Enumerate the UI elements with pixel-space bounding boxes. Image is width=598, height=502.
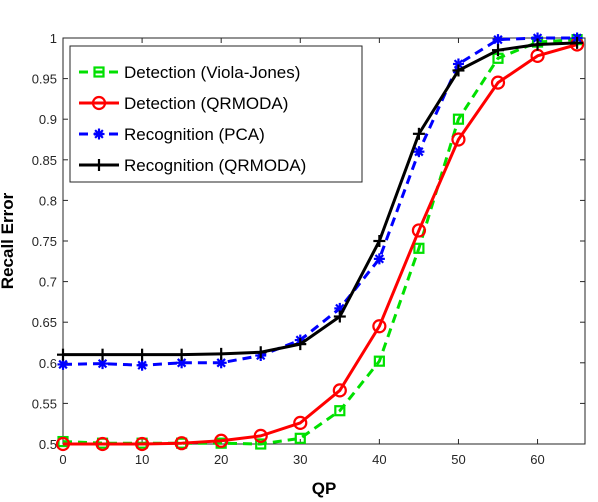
- data-point: [96, 348, 109, 361]
- y-tick-label: 0.8: [39, 193, 57, 208]
- data-point: [373, 253, 385, 265]
- data-point: [136, 359, 148, 371]
- legend-label: Recognition (PCA): [124, 125, 265, 144]
- data-point: [253, 428, 268, 443]
- data-point: [411, 223, 427, 238]
- data-point: [452, 64, 465, 77]
- data-point: [333, 310, 346, 323]
- y-tick-label: 0.7: [39, 275, 57, 290]
- data-point: [57, 348, 69, 361]
- data-point: [492, 34, 504, 46]
- legend-label: Recognition (QRMODA): [124, 156, 306, 175]
- legend-label: Detection (Viola-Jones): [124, 63, 300, 82]
- x-tick-label: 40: [372, 452, 386, 467]
- data-point: [174, 436, 189, 451]
- data-point: [373, 235, 386, 247]
- x-tick-label: 30: [293, 452, 307, 467]
- data-point: [332, 383, 347, 398]
- data-point: [413, 146, 425, 158]
- data-point: [55, 436, 71, 452]
- data-point: [293, 415, 308, 430]
- series-line: [62, 38, 578, 446]
- series-4: [57, 36, 584, 361]
- x-tick-label: 0: [59, 452, 66, 467]
- data-point: [334, 405, 346, 417]
- x-axis-title: QP: [312, 479, 337, 498]
- data-point: [57, 358, 69, 370]
- y-tick-label: 0.9: [39, 112, 57, 127]
- series-layer: [55, 32, 585, 452]
- y-tick-label: 0.85: [32, 153, 57, 168]
- legend-box: [69, 45, 363, 183]
- data-point: [412, 127, 425, 140]
- data-point: [294, 338, 307, 351]
- data-point: [531, 38, 544, 51]
- legend-marker: [93, 128, 105, 140]
- data-point: [175, 348, 188, 361]
- y-tick-label: 0.6: [39, 356, 57, 371]
- data-point: [254, 346, 267, 359]
- legend-entry: Recognition (PCA): [79, 125, 265, 144]
- x-tick-label: 10: [135, 452, 149, 467]
- y-axis-title: Recall Error: [0, 192, 17, 289]
- data-point: [215, 347, 228, 360]
- data-point: [294, 432, 306, 444]
- legend-entry: Recognition (QRMODA): [79, 156, 306, 175]
- data-point: [134, 436, 150, 452]
- legend-label: Detection (QRMODA): [124, 94, 288, 113]
- data-point: [571, 36, 584, 49]
- data-point: [214, 433, 229, 448]
- y-tick-label: 1: [50, 31, 57, 46]
- data-point: [95, 436, 110, 452]
- legend-entry: Detection (QRMODA): [79, 94, 288, 113]
- data-point: [451, 132, 466, 147]
- data-point: [490, 75, 506, 90]
- y-tick-label: 0.75: [32, 234, 57, 249]
- data-point: [373, 355, 385, 367]
- series-2: [55, 37, 585, 452]
- legend-marker: [93, 66, 105, 78]
- x-tick-label: 20: [214, 452, 228, 467]
- legend: Detection (Viola-Jones) Detection (QRMODA…: [69, 45, 363, 183]
- y-tick-label: 0.95: [32, 72, 57, 87]
- y-tick-label: 0.65: [32, 315, 57, 330]
- x-tick-label: 60: [530, 452, 544, 467]
- legend-marker: [91, 95, 107, 111]
- y-tick-label: 0.5: [39, 437, 57, 452]
- y-tick-label: 0.55: [32, 396, 57, 411]
- data-point: [452, 113, 465, 125]
- series-line: [63, 41, 578, 357]
- axis-ticks: 0 10 20 30 40 50 60 0.5 0.55 0.6 0.65 0.7 0.75 0.8 0.8…: [32, 31, 585, 467]
- legend-marker: [93, 159, 105, 171]
- x-tick-label: 50: [451, 452, 465, 467]
- data-point: [255, 438, 267, 450]
- data-point: [372, 319, 387, 334]
- data-point: [413, 242, 425, 254]
- legend-entry: Detection (Viola-Jones): [79, 63, 300, 82]
- data-point: [492, 44, 504, 57]
- data-point: [136, 348, 149, 361]
- series-line: [62, 36, 578, 367]
